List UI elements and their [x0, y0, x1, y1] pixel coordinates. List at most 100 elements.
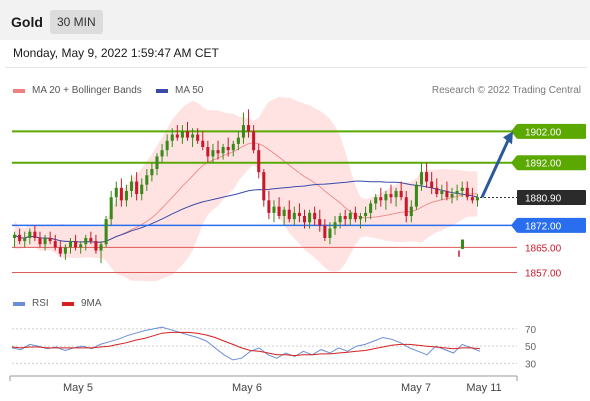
candle-body [94, 241, 98, 251]
rsi-tick-label: 70 [525, 325, 537, 336]
candle-body [247, 125, 251, 132]
candle-body [140, 184, 144, 195]
last-level-tag [517, 190, 586, 206]
candle-body [231, 143, 235, 151]
candle-body [236, 137, 240, 144]
ma50-line [14, 180, 478, 243]
candle-body [338, 216, 342, 223]
candle-body [272, 206, 276, 213]
candle-body [470, 197, 474, 201]
candle-body [74, 241, 78, 248]
level-tag-pointer [511, 217, 517, 233]
9ma-swatch-icon [62, 301, 74, 306]
candle-body [440, 190, 444, 195]
rsi-series-rsi [11, 326, 481, 361]
candle-body [155, 156, 159, 169]
x-tick-label: May 6 [232, 382, 262, 394]
candle-body [226, 147, 230, 151]
interval-button[interactable]: 30 MIN [50, 10, 103, 34]
candle-body [124, 190, 128, 201]
candle-body [150, 168, 154, 176]
candle-body [455, 190, 459, 195]
candle-body [404, 197, 408, 217]
pivot-level-tag [517, 217, 586, 233]
candle-body [48, 237, 52, 242]
legend-ma50: MA 50 [156, 85, 203, 96]
candle-body [374, 197, 378, 204]
candle-body [308, 212, 312, 223]
bollinger-band [14, 96, 478, 282]
candle-body [277, 206, 281, 217]
candle-body [384, 194, 388, 201]
candle-body [409, 206, 413, 217]
rsi-tick-label: 50 [525, 342, 537, 353]
candle-body [201, 140, 205, 148]
candle-body [425, 172, 429, 182]
candle-body [180, 131, 184, 138]
candle-body [196, 134, 200, 141]
candle-body [104, 219, 108, 245]
candle-body [43, 237, 47, 245]
legend-9ma: 9MA [62, 298, 102, 309]
candle-body [165, 140, 169, 151]
level-tag-pointer [511, 123, 517, 139]
candle-body [84, 237, 88, 245]
candle-body [297, 212, 301, 217]
x-tick-label: May 11 [466, 382, 501, 394]
candle-body [221, 147, 225, 154]
candle-body [109, 197, 113, 220]
candle-body [419, 172, 424, 185]
candle-body [241, 125, 245, 138]
candle-body [287, 209, 291, 220]
candle-body [170, 134, 174, 141]
candle-body [58, 247, 62, 254]
candle-body [130, 181, 134, 191]
legend-ma20: MA 20 + Bollinger Bands [13, 85, 142, 96]
candle-body [333, 222, 337, 229]
candle-body [211, 150, 215, 157]
candle-body [348, 212, 352, 220]
candle-body [33, 231, 37, 238]
ma20-swatch-icon [13, 88, 25, 93]
candle-body [343, 216, 347, 220]
forecast-arrow-head-icon [503, 131, 513, 145]
candle-body [445, 190, 449, 198]
candle-body [53, 241, 57, 248]
header-bar: Gold 30 MIN [0, 0, 590, 40]
resistance-level-label: 1892.00 [525, 159, 562, 170]
x-tick-label: May 5 [63, 382, 93, 394]
candle-body [13, 234, 17, 238]
candle-body [175, 134, 179, 138]
candle-body [89, 237, 93, 242]
candle-body [414, 184, 418, 207]
ma50-swatch-icon [156, 88, 168, 93]
candle-body [364, 212, 368, 217]
support-level-label: 1865.00 [525, 243, 562, 254]
last-level-label: 1880.90 [525, 194, 562, 205]
candle-body [145, 175, 149, 185]
x-tick-label: May 7 [401, 382, 431, 394]
timestamp: Monday, May 9, 2022 1:59:47 AM CET [13, 46, 219, 60]
legend-rsi-label: RSI [32, 298, 49, 309]
candle-body [465, 187, 469, 198]
candle-body [323, 225, 327, 238]
candle-body [68, 241, 73, 248]
legend-ma20-label: MA 20 + Bollinger Bands [32, 85, 142, 96]
candle-body [313, 212, 317, 220]
candle-body [318, 219, 322, 226]
rsi-tick-label: 30 [525, 359, 537, 370]
research-credit: Research © 2022 Trading Central [431, 85, 581, 96]
candle-body [160, 150, 164, 157]
candle-body [135, 181, 139, 195]
candle-body [450, 194, 454, 198]
candle-body [206, 147, 210, 157]
candle-body [18, 234, 22, 242]
resistance-level-tag [517, 155, 586, 171]
candle-body [262, 172, 266, 201]
candle-body [328, 228, 332, 238]
candle-body [257, 150, 261, 173]
forecast-arrow-line [480, 137, 511, 198]
candle-body [358, 216, 362, 220]
legend-9ma-label: 9MA [81, 298, 102, 309]
